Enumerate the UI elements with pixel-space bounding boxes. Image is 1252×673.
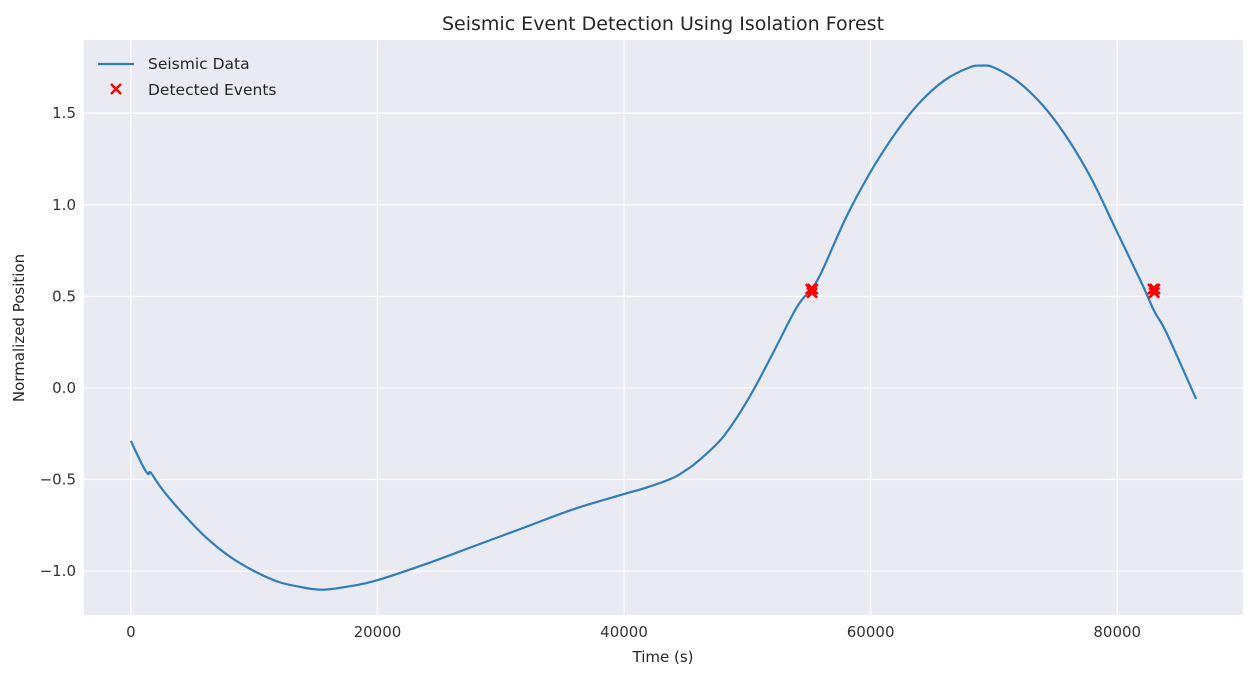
plot-area [84, 40, 1243, 615]
chart-title: Seismic Event Detection Using Isolation … [442, 13, 884, 35]
y-tick-label: 1.5 [52, 104, 76, 122]
y-tick-label: 1.0 [52, 196, 76, 214]
tick-labels: 0 20000 40000 60000 80000 −1.0 −0.5 0.0 0.5 1.0 1.… [40, 104, 1142, 641]
y-tick-label: −0.5 [40, 470, 76, 488]
y-axis-label: Normalized Position [10, 254, 28, 402]
detected-event-marker [1148, 286, 1161, 299]
x-axis-label: Time (s) [632, 648, 694, 666]
grid-lines [84, 40, 1243, 615]
x-tick-label: 20000 [354, 623, 402, 641]
legend-label-seismic-data: Seismic Data [148, 55, 250, 73]
y-tick-label: 0.5 [52, 287, 76, 305]
seismic-data-line [129, 64, 1198, 591]
legend-label-detected-events: Detected Events [148, 81, 276, 99]
detected-event-marker [806, 286, 818, 299]
x-tick-label: 0 [126, 623, 136, 641]
legend: Seismic Data Detected Events [98, 55, 276, 99]
y-tick-label: 0.0 [52, 379, 76, 397]
series-layer [129, 64, 1198, 591]
detected-event-marker [1148, 283, 1161, 295]
legend-marker-swatch [110, 83, 122, 95]
x-tick-label: 60000 [847, 623, 895, 641]
detected-event-marker [806, 283, 819, 295]
x-tick-label: 40000 [600, 623, 648, 641]
x-tick-label: 80000 [1093, 623, 1141, 641]
y-tick-label: −1.0 [40, 562, 76, 580]
